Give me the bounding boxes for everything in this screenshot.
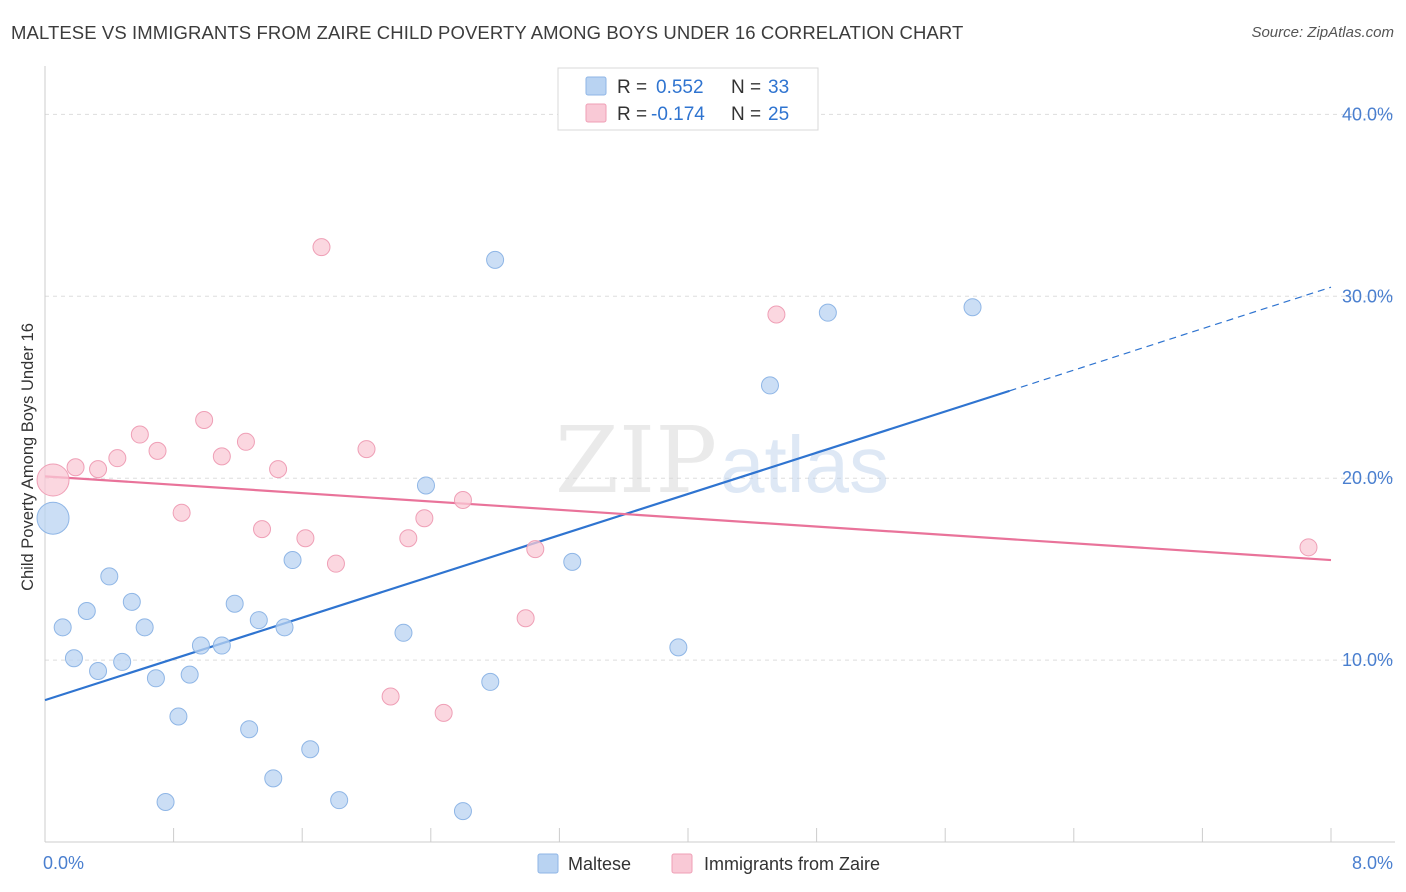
- y-axis-label: Child Poverty Among Boys Under 16: [19, 323, 37, 591]
- point-maltese: [301, 740, 320, 759]
- point-zaire: [767, 305, 786, 324]
- point-maltese: [416, 476, 435, 495]
- point-zaire: [236, 432, 255, 451]
- point-zaire: [453, 491, 472, 510]
- legend-series-zaire: Immigrants from Zaire: [704, 854, 880, 874]
- point-maltese: [818, 303, 837, 322]
- svg-text:R = -0.174 N =: R = -0.174 N = 25: [617, 104, 789, 125]
- point-maltese: [240, 720, 259, 739]
- legend-swatch-zaire: [671, 853, 693, 874]
- legend-n-label: N =: [731, 77, 766, 98]
- trend-line-maltese-extension: [1009, 286, 1332, 392]
- point-maltese: [113, 652, 132, 671]
- point-maltese: [275, 618, 294, 637]
- trend-lines: [44, 286, 1332, 702]
- x-tick-label: 0.0%: [43, 853, 84, 873]
- grid-lines: [45, 113, 1395, 661]
- legend-r-value: 0.552: [656, 77, 704, 98]
- svg-text:R = 0.552 N =: R = 0.552 N = 33: [617, 77, 789, 98]
- point-zaire: [415, 509, 434, 528]
- point-maltese: [180, 665, 199, 684]
- watermark-atlas: atlas: [720, 420, 889, 509]
- axes: [44, 66, 1395, 843]
- legend-n-value: 25: [768, 104, 789, 125]
- legend-n-label: N =: [731, 104, 766, 125]
- point-maltese: [135, 618, 154, 637]
- point-zaire: [172, 503, 191, 522]
- point-zaire: [253, 520, 272, 539]
- y-tick-label: 10.0%: [1342, 650, 1393, 670]
- point-maltese: [122, 592, 141, 611]
- legend-swatch-maltese: [537, 853, 559, 874]
- point-maltese: [212, 636, 231, 655]
- point-zaire: [212, 447, 231, 466]
- point-zaire: [399, 529, 418, 548]
- point-maltese: [486, 250, 505, 269]
- point-maltese: [330, 791, 349, 810]
- point-zaire: [357, 440, 376, 459]
- point-maltese: [760, 376, 779, 395]
- data-points: [36, 238, 1318, 821]
- point-zaire: [312, 238, 331, 257]
- point-maltese: [283, 551, 302, 570]
- watermark-zip: ZIP: [555, 407, 717, 514]
- point-zaire: [148, 441, 167, 460]
- point-zaire: [66, 458, 85, 477]
- y-tick-label: 20.0%: [1342, 468, 1393, 488]
- y-tick-label: 40.0%: [1342, 104, 1393, 124]
- stats-legend: R = 0.552 N = 33 R = -0.174 N = 25: [557, 67, 819, 131]
- point-maltese: [169, 707, 188, 726]
- point-maltese: [64, 649, 83, 668]
- legend-r-label: R =: [617, 104, 652, 125]
- chart-title: MALTESE VS IMMIGRANTS FROM ZAIRE CHILD P…: [11, 22, 964, 43]
- point-zaire: [296, 529, 315, 548]
- point-maltese: [36, 501, 70, 535]
- legend-r-value: -0.174: [651, 104, 705, 125]
- point-maltese: [563, 552, 582, 571]
- point-maltese: [264, 769, 283, 788]
- point-zaire: [89, 460, 108, 479]
- series-legend: Maltese Immigrants from Zaire: [537, 853, 880, 874]
- point-zaire: [526, 540, 545, 559]
- y-tick-label: 30.0%: [1342, 286, 1393, 306]
- x-tick-labels: 0.0% 8.0%: [43, 853, 1393, 873]
- point-maltese: [191, 636, 210, 655]
- point-maltese: [89, 662, 108, 681]
- legend-swatch-maltese: [585, 76, 607, 96]
- point-maltese: [249, 611, 268, 630]
- legend-r-label: R =: [617, 77, 652, 98]
- point-zaire: [516, 609, 535, 628]
- source-label: Source: ZipAtlas.com: [1251, 24, 1394, 41]
- point-maltese: [77, 601, 96, 620]
- point-maltese: [453, 802, 472, 821]
- point-maltese: [53, 618, 72, 637]
- point-maltese: [669, 638, 688, 657]
- y-tick-labels: 10.0% 20.0% 30.0% 40.0%: [1342, 104, 1393, 670]
- x-tick-label: 8.0%: [1352, 853, 1393, 873]
- point-maltese: [394, 623, 413, 642]
- point-zaire: [36, 463, 70, 497]
- legend-swatch-zaire: [585, 103, 607, 123]
- point-zaire: [130, 425, 149, 444]
- point-maltese: [963, 298, 982, 317]
- point-maltese: [481, 672, 500, 691]
- point-zaire: [269, 460, 288, 479]
- legend-n-value: 33: [768, 77, 789, 98]
- point-zaire: [195, 410, 214, 429]
- point-maltese: [225, 594, 244, 613]
- point-zaire: [1299, 538, 1318, 557]
- point-maltese: [100, 567, 119, 586]
- point-maltese: [156, 792, 175, 811]
- point-maltese: [146, 669, 165, 688]
- trend-line-zaire: [44, 475, 1332, 562]
- legend-series-maltese: Maltese: [568, 854, 631, 874]
- point-zaire: [326, 554, 345, 573]
- point-zaire: [381, 687, 400, 706]
- point-zaire: [108, 449, 127, 468]
- point-zaire: [434, 703, 453, 722]
